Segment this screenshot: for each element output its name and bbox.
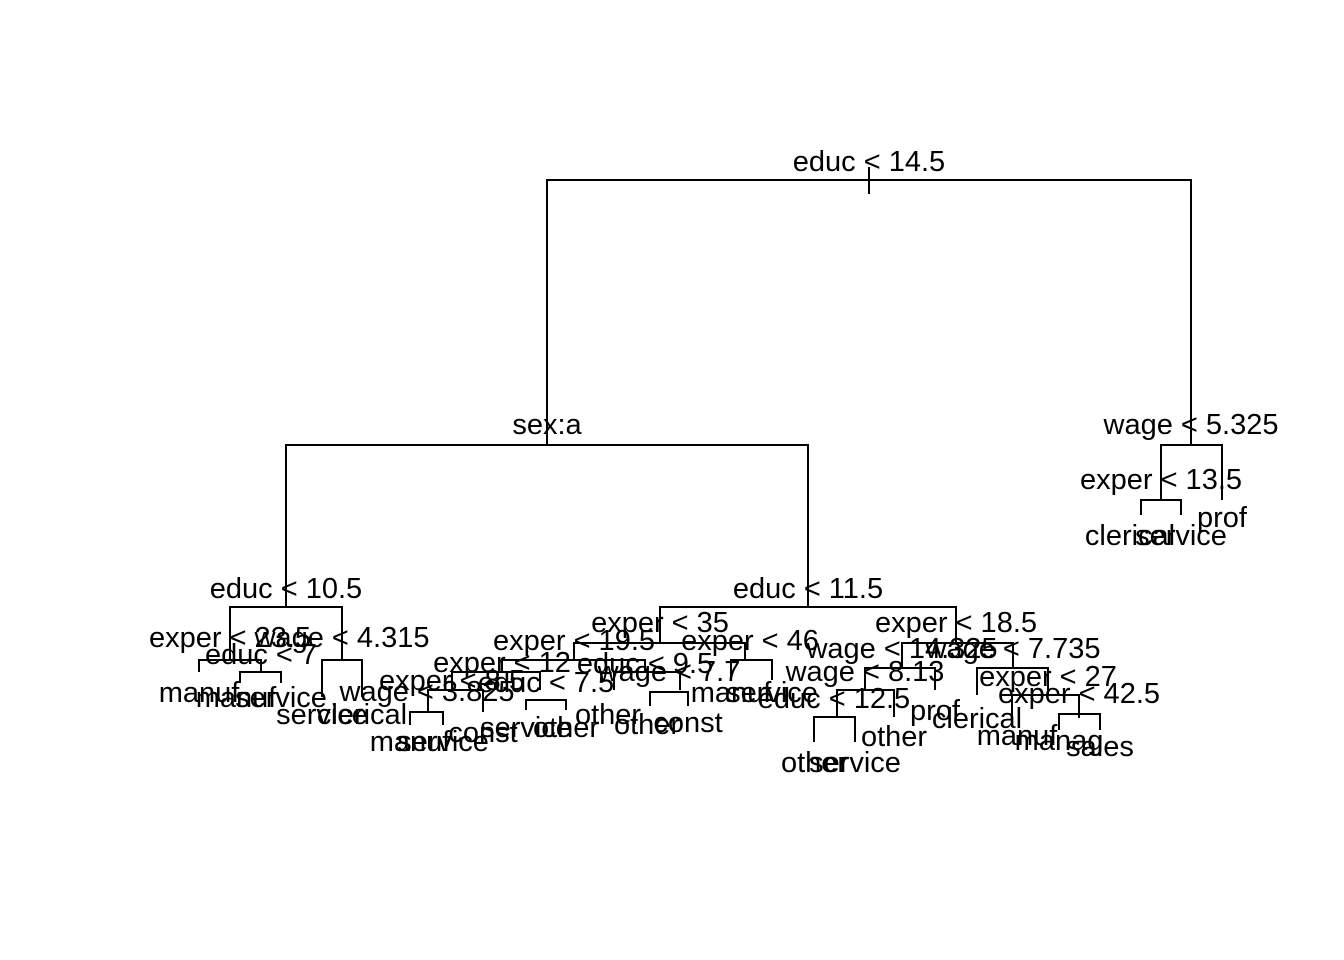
edge-exper-27: [1011, 694, 1080, 718]
node-label: exper < 23.5: [149, 622, 311, 654]
edge-wage-77: [649, 691, 689, 706]
leaf-label: service: [1135, 520, 1227, 552]
leaf-label: service: [480, 712, 572, 744]
node-label: wage < 8.13: [785, 656, 945, 688]
node-label: wage < 5.325: [1103, 409, 1279, 441]
node-label: exper < 42.5: [998, 678, 1160, 710]
node-label: exper < 27: [979, 661, 1117, 693]
edge-educ-7: [239, 671, 282, 683]
leaf-label: other: [781, 747, 847, 779]
leaf-labels: clerical service prof manuf manuf servic…: [159, 502, 1248, 779]
edge-exper-46: [730, 659, 773, 680]
node-label: exper < 19.5: [493, 625, 655, 657]
leaf-label: const: [653, 707, 722, 739]
node-label: educ < 9.5: [577, 648, 713, 680]
edge-wage-813: [836, 689, 895, 717]
split-labels: educ < 14.5 sex:a wage < 5.325 exper < 1…: [149, 146, 1279, 715]
edge-wage-7735: [976, 667, 1049, 695]
tree-edges: [198, 167, 1223, 742]
leaf-label: prof: [910, 695, 961, 727]
edge-educ-75: [525, 699, 567, 710]
edge-exper-185: [901, 642, 1014, 668]
leaf-label: manuf: [370, 726, 452, 758]
node-label: educ < 12.5: [758, 683, 910, 715]
node-label: sex:a: [512, 409, 582, 441]
node-label: educ < 10.5: [210, 573, 362, 605]
edge-educ-115: [659, 606, 957, 643]
edge-wage-5325: [1160, 444, 1223, 500]
edge-educ-125: [813, 716, 856, 742]
node-label: wage < 4.315: [254, 622, 430, 654]
node-label: exper < 12: [433, 647, 571, 679]
edge-wage-14325: [864, 667, 936, 690]
leaf-label: const: [448, 717, 517, 749]
edge-exper-35: [573, 642, 746, 660]
node-label: exper < 46: [681, 625, 819, 657]
leaf-label: manuf: [691, 677, 773, 709]
node-label: educ < 11.5: [733, 573, 883, 605]
edge-exper-195: [501, 659, 646, 672]
edge-root: [546, 179, 1192, 445]
leaf-label: clerical: [932, 703, 1022, 735]
node-label: exper < 13.5: [1080, 464, 1242, 496]
node-label: wage < 7.735: [925, 633, 1101, 665]
edge-exper-425: [1058, 713, 1101, 730]
node-label: wage < 7.7: [597, 656, 741, 688]
leaf-label: other: [861, 721, 927, 753]
edge-wage-4315: [321, 659, 363, 697]
leaf-label: clerical: [317, 699, 407, 731]
leaf-label: service: [809, 747, 901, 779]
edge-educ-95: [613, 671, 681, 690]
leaf-label: clerical: [1085, 520, 1175, 552]
edge-educ-105: [229, 606, 343, 660]
node-label: wage < 3.825: [339, 676, 515, 708]
leaf-label: service: [276, 699, 368, 731]
leaf-label: other: [533, 712, 599, 744]
leaf-label: service: [397, 726, 489, 758]
leaf-label: other: [614, 709, 680, 741]
node-label: exper < 18.5: [875, 607, 1037, 639]
node-label: exper < 35: [591, 607, 729, 639]
node-label: educ < 7.5: [478, 667, 614, 699]
node-label: educ < 14.5: [793, 146, 945, 178]
leaf-label: manuf: [196, 682, 278, 714]
leaf-label: manuf: [977, 720, 1059, 752]
node-label: wage < 14.325: [805, 633, 997, 665]
edge-exper-235: [198, 659, 262, 672]
leaf-label: service: [235, 682, 327, 714]
node-label: educ < 7: [205, 639, 317, 671]
edge-exper-12: [451, 671, 541, 690]
leaf-label: prof: [1197, 502, 1248, 534]
leaf-label: other: [575, 699, 641, 731]
edge-exper-135: [1140, 499, 1182, 515]
leaf-label: manuf: [159, 677, 241, 709]
edge-exper-85: [427, 689, 484, 712]
edge-wage-3825: [409, 711, 444, 725]
leaf-label: manag: [1015, 725, 1104, 757]
node-label: exper < 8.5: [379, 665, 525, 697]
edge-sex-a: [285, 444, 809, 607]
leaf-label: sales: [1066, 731, 1134, 763]
leaf-label: service: [726, 677, 818, 709]
